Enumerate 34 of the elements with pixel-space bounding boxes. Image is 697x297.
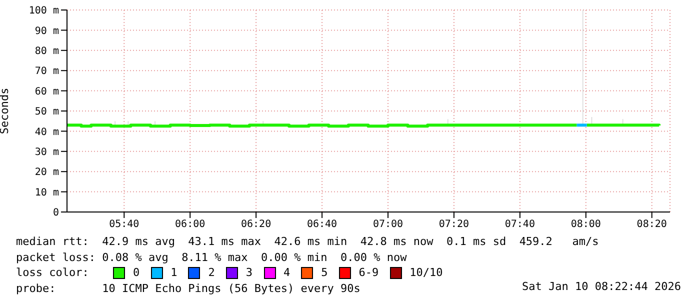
- x-tick-label: 07:40: [504, 219, 535, 230]
- y-tick-label: 80 m: [34, 46, 59, 57]
- x-tick-label: 06:40: [306, 219, 338, 230]
- y-tick-label: 40 m: [34, 126, 59, 138]
- x-tick-label: 05:40: [109, 219, 140, 230]
- x-tick-label: 06:00: [175, 219, 206, 230]
- x-tick-label: 08:00: [570, 219, 601, 230]
- text: packet loss: 0.08 % avg 8.11 % max 0.00 % min 0.00 % now: [16, 250, 408, 265]
- legend-label: 4: [282, 265, 290, 280]
- x-tick-label: 07:20: [438, 219, 470, 230]
- text: probe: 10 ICMP Echo Pings (56 Bytes) every 90s: [16, 282, 360, 294]
- y-tick-label: 20 m: [34, 167, 59, 178]
- y-axis-title: Seconds: [0, 88, 11, 134]
- legend-label: 6-9: [358, 265, 379, 280]
- text: median rtt: 42.9 ms avg 43.1 ms max 42.6 ms min 42.8 ms now 0.1 ms sd 459.2 am/s: [16, 234, 599, 250]
- y-tick-label: 70 m: [34, 66, 59, 78]
- y-tick-label: 60 m: [34, 86, 59, 98]
- legend-label: 0: [132, 265, 140, 280]
- x-tick-label: 06:20: [241, 219, 272, 230]
- x-tick-label: 08:20: [636, 219, 667, 230]
- legend-label: 5: [320, 265, 328, 280]
- legend-label: 2: [207, 265, 215, 280]
- y-tick-label: 30 m: [34, 146, 59, 158]
- legend-label: 1: [170, 265, 178, 280]
- y-tick-label: 100 m: [28, 6, 59, 17]
- legend-label: 3: [244, 265, 252, 280]
- y-tick-label: 90 m: [34, 26, 59, 37]
- y-tick-label: 0: [52, 208, 59, 219]
- y-tick-label: 50 m: [34, 106, 59, 118]
- y-tick-label: 10 m: [34, 187, 59, 198]
- legend-label: 10/10: [408, 265, 443, 280]
- legend-title: loss color:: [16, 265, 90, 280]
- x-tick-label: 07:00: [372, 219, 404, 230]
- text: Sat Jan 10 08:22:44 2026: [522, 280, 681, 293]
